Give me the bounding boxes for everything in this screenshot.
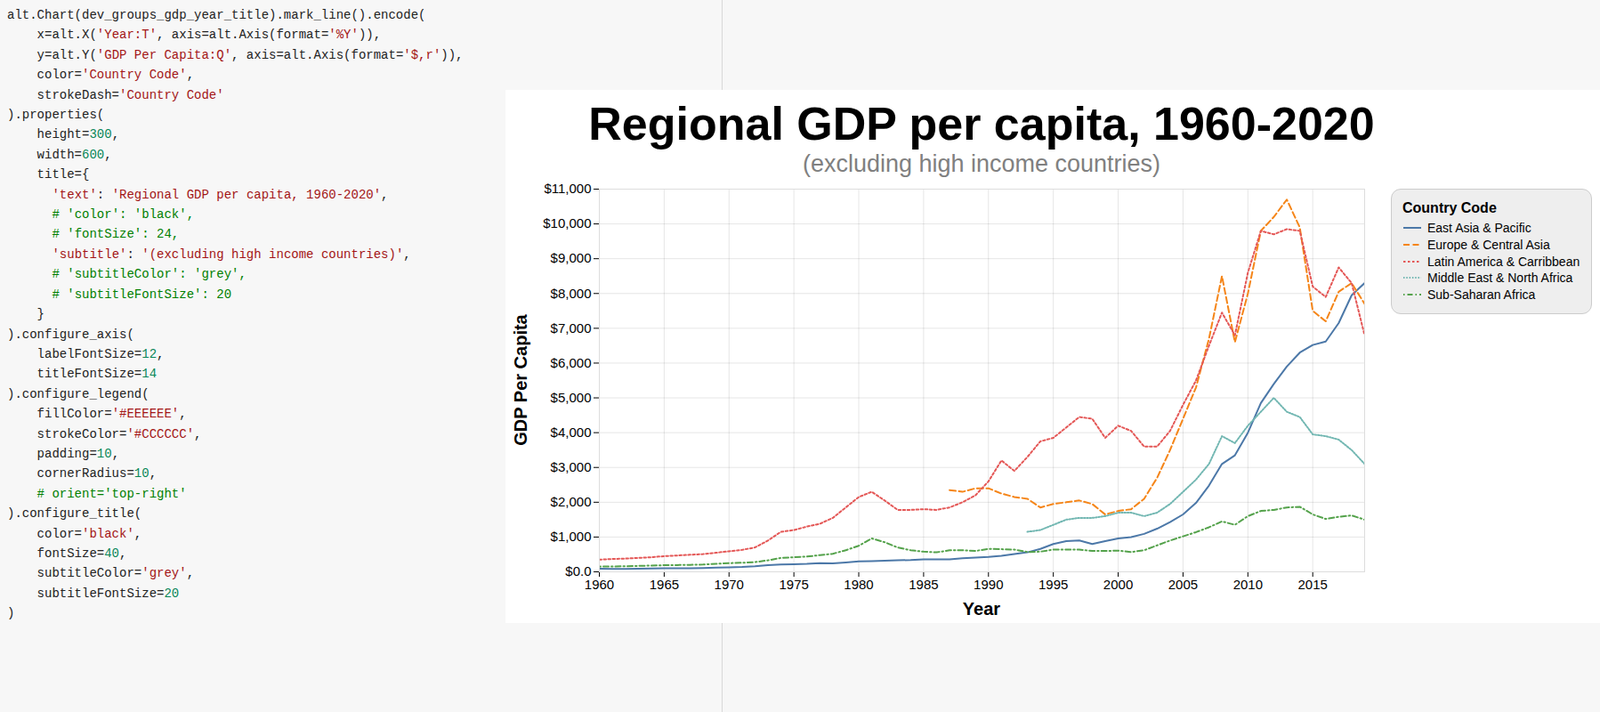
svg-text:$0.0: $0.0 (565, 563, 592, 579)
html-text:Sub-Saharan Africa: Sub-Saharan Africa (1427, 287, 1536, 302)
html-text:# 'subtitleColor': 'grey',: # 'subtitleColor': 'grey', (51, 267, 247, 282)
svg-text:1980: 1980 (843, 576, 873, 592)
html-text:x=alt.X('Year:T', axis=alt.Axi: x=alt.X('Year:T', axis=alt.Axis(format= … (7, 27, 381, 43)
html-text:labelFontSize= 12,: labelFontSize= 12, (7, 346, 165, 362)
svg-text:$10,000: $10,000 (542, 215, 591, 231)
svg-text:$4,000: $4,000 (550, 424, 592, 440)
html-text:strokeDash= 'Country Code': strokeDash= 'Country Code' (7, 87, 224, 102)
html-text:color= 'Country Code',: color= 'Country Code', (7, 67, 194, 83)
html-text:Year: Year (962, 598, 1001, 619)
svg-text:2015: 2015 (1298, 576, 1328, 592)
svg-text:$1,000: $1,000 (550, 528, 592, 544)
html-text:fillColor= '#EEEEEE',: fillColor= '#EEEEEE', (7, 406, 187, 422)
html-text:fontSize= 40,: fontSize= 40, (7, 546, 127, 561)
html-text:padding= 10,: padding= 10, (7, 446, 120, 461)
html-text:GDP Per Capita: GDP Per Capita (510, 314, 530, 446)
html-text:subtitleFontSize= 20: subtitleFontSize= 20 (7, 586, 180, 601)
html-text:titleFontSize= 14: titleFontSize= 14 (7, 366, 157, 382)
html-text:y=alt.Y('GDP Per Capita:Q', ax: y=alt.Y('GDP Per Capita:Q', axis=alt.Axi… (7, 47, 464, 63)
html-text:cornerRadius= 10,: cornerRadius= 10, (7, 466, 157, 481)
svg-text:$8,000: $8,000 (550, 285, 592, 301)
html-text:# 'fontSize': 24,: # 'fontSize': 24, (51, 227, 180, 242)
svg-text:1970: 1970 (714, 576, 744, 592)
html-text:strokeColor= '#CCCCCC',: strokeColor= '#CCCCCC', (7, 426, 202, 441)
html-text:).properties(: ).properties( (7, 107, 105, 122)
html-text:).configure_axis(: ).configure_axis( (7, 327, 135, 342)
html-text:Middle East & North Africa: Middle East & North Africa (1427, 270, 1573, 286)
svg-text:2000: 2000 (1103, 576, 1133, 592)
svg-text:2010: 2010 (1233, 576, 1263, 592)
svg-text:$5,000: $5,000 (550, 389, 592, 405)
svg-text:1995: 1995 (1038, 576, 1068, 592)
svg-text:2005: 2005 (1168, 576, 1198, 592)
html-text:(excluding high income countri: (excluding high income countries) (802, 150, 1161, 178)
html-text:Latin America & Carribbean: Latin America & Carribbean (1427, 254, 1580, 269)
html-text:# 'color': 'black',: # 'color': 'black', (51, 207, 195, 222)
html-text:alt.Chart(dev_groups_gdp_year_: alt.Chart(dev_groups_gdp_year_title).mar… (7, 8, 426, 23)
svg-text:1985: 1985 (908, 576, 938, 592)
html-text:height= 300,: height= 300, (7, 127, 120, 142)
html-text:subtitleColor= 'grey',: subtitleColor= 'grey', (7, 566, 195, 581)
svg-text:$9,000: $9,000 (550, 250, 592, 266)
svg-text:1965: 1965 (649, 576, 679, 592)
svg-text:1960: 1960 (584, 576, 615, 592)
html-text:width= 600,: width= 600, (7, 147, 112, 162)
html-text:Regional GDP per capita, 1960-: Regional GDP per capita, 1960-2020 (588, 97, 1375, 150)
html-text:'subtitle': '(excluding high i: 'subtitle': '(excluding high income coun… (51, 247, 411, 262)
html-text:Country Code: Country Code (1402, 200, 1497, 216)
html-text:Europe & Central Asia: Europe & Central Asia (1427, 237, 1550, 252)
html-text:title={: title={ (7, 167, 90, 182)
html-text:'text': 'Regional GDP per capi: 'text': 'Regional GDP per capita, 1960-2… (51, 187, 389, 202)
svg-text:$7,000: $7,000 (550, 320, 592, 336)
html-text:).configure_title(: ).configure_title( (7, 506, 142, 521)
svg-text:$3,000: $3,000 (550, 459, 592, 475)
html-text:# orient='top-right': # orient='top-right' (37, 486, 187, 501)
svg-text:1990: 1990 (973, 576, 1003, 592)
svg-text:$6,000: $6,000 (550, 355, 592, 371)
svg-text:1975: 1975 (778, 576, 809, 592)
html-text:# 'subtitleFontSize': 20: # 'subtitleFontSize': 20 (51, 287, 232, 302)
html-text:color= 'black',: color= 'black', (7, 526, 142, 541)
html-text:).configure_legend(: ).configure_legend( (7, 386, 150, 402)
svg-text:$11,000: $11,000 (543, 180, 591, 196)
html-text:East Asia & Pacific: East Asia & Pacific (1427, 220, 1532, 236)
svg-text:$2,000: $2,000 (550, 493, 592, 510)
